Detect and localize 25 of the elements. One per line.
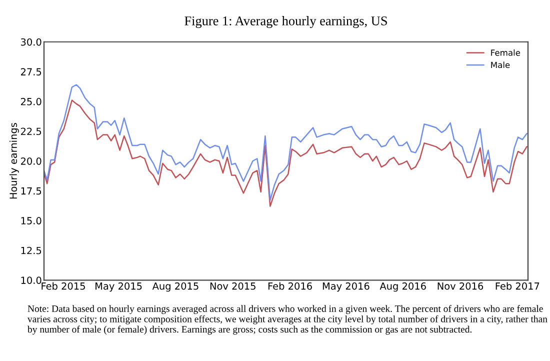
text: Note: Data based on hourly earnings averaged across all drivers who worked in a given week. The percent of drivers who are female varies across city; to mitigate composition effects, we weight averages at the city level by total number of drivers in a city, rather than by number of male (or female) drivers. Earnings are gross; costs such as the commission or gas are not subtracted. [28, 305, 548, 335]
y-tick-label: 20.0 [20, 157, 42, 165]
x-tick-label: Nov 2016 [438, 282, 484, 290]
x-tick-label: Feb 2016 [268, 282, 312, 290]
y-tick-label: 27.5 [20, 68, 42, 76]
x-tick-label: Feb 2017 [496, 282, 540, 290]
chart-title: Figure 1: Average hourly earnings, US [184, 16, 387, 28]
legend-label: Male [491, 62, 510, 68]
x-tick-label: May 2016 [322, 282, 370, 292]
y-tick-label: 10.0 [21, 276, 42, 284]
x-tick-label: May 2015 [96, 282, 142, 292]
y-axis-title: Hourly earnings [9, 122, 19, 199]
line-series [44, 100, 528, 207]
legend-label: Female [491, 49, 520, 56]
x-tick-label: Aug 2015 [152, 282, 198, 292]
y-tick-label: 30.0 [21, 38, 42, 46]
y-tick-label: 15.0 [21, 217, 42, 224]
x-tick-label: Aug 2016 [380, 282, 426, 292]
line-series [44, 84, 528, 201]
x-tick-label: Feb 2015 [42, 282, 85, 290]
y-tick-label: 22.5 [20, 128, 42, 136]
y-tick-label: 12.5 [21, 246, 42, 254]
y-tick-label: 25.0 [20, 98, 42, 106]
x-tick-label: Nov 2015 [210, 282, 256, 290]
y-tick-label: 17.5 [21, 187, 42, 195]
